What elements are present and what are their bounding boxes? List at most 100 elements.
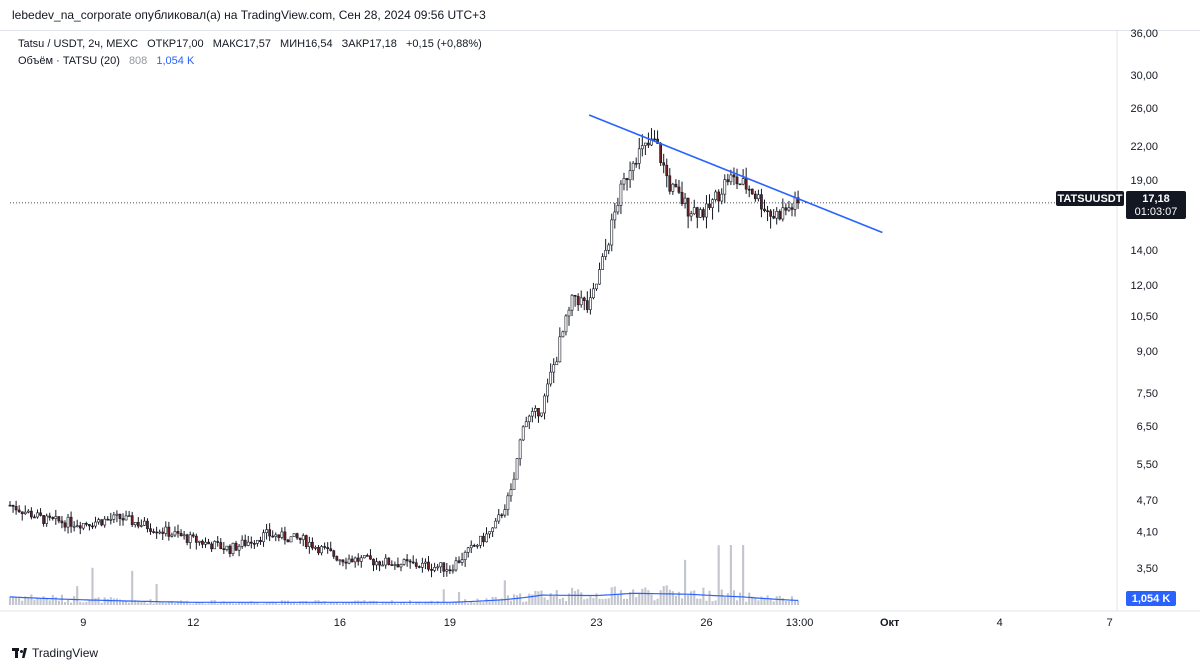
candle-body: [592, 288, 595, 299]
volume-bar: [433, 603, 436, 605]
tradingview-logo[interactable]: TradingView: [12, 646, 98, 660]
candle-body: [744, 178, 748, 190]
candle-body: [500, 514, 504, 517]
candle-body: [63, 522, 67, 528]
candle-body: [564, 315, 568, 333]
candle-body: [509, 489, 513, 497]
volume-bar: [381, 602, 384, 605]
volume-bar: [662, 586, 665, 605]
volume-bar: [131, 570, 134, 605]
candle-body: [375, 561, 378, 566]
candle-body: [323, 546, 326, 548]
volume-bar: [729, 545, 732, 605]
candle-body: [121, 518, 125, 521]
volume-bar: [112, 598, 115, 605]
volume-bar: [45, 598, 48, 605]
volume-bar: [775, 596, 778, 605]
candle-body: [158, 531, 162, 534]
candle-body: [738, 183, 742, 186]
volume-bar: [262, 603, 265, 605]
price-tick-label: 5,50: [1137, 459, 1158, 471]
volume-bar: [152, 603, 155, 605]
volume-bar: [134, 599, 137, 605]
candle-body: [139, 525, 143, 527]
candle-body: [543, 395, 546, 414]
time-tick-label: 23: [590, 617, 602, 629]
candle-body: [729, 174, 733, 183]
volume-bar: [207, 603, 210, 605]
volume-bar: [387, 602, 390, 605]
price-tick-label: 12,00: [1130, 280, 1158, 292]
volume-bar: [616, 593, 619, 605]
volume-bar: [430, 600, 433, 605]
time-axis[interactable]: 9 12 16 19 23 26 13:00 Окт 4 7: [80, 617, 1112, 629]
candle-body: [146, 520, 149, 529]
candle-body: [69, 516, 73, 527]
candle-body: [643, 142, 647, 146]
volume-bar: [30, 594, 33, 605]
change-value: +0,15 (+0,88%): [405, 38, 482, 50]
candle-body: [167, 526, 171, 537]
volume-bar: [204, 603, 207, 605]
volume-bar: [451, 601, 454, 605]
volume-bar: [726, 593, 729, 605]
price-axis[interactable]: 36,00 30,00 26,00 22,00 19,00 14,00 12,00 10,50…: [1130, 28, 1158, 606]
ohlc-legend[interactable]: Tatsu / USDT, 2ч, MEXC ОТКР17,00 МАКС17,…: [18, 38, 488, 50]
volume-bar: [732, 590, 736, 605]
candle-body: [396, 564, 400, 568]
candle-body: [51, 517, 55, 519]
candle-body: [683, 197, 687, 205]
candle-body: [26, 510, 30, 513]
volume-bar: [457, 592, 461, 605]
volume-bar: [36, 598, 39, 605]
volume-bar: [277, 603, 280, 605]
candle-body: [66, 516, 70, 528]
candle-body: [747, 188, 751, 191]
symbol-info[interactable]: Tatsu / USDT, 2ч, MEXC: [18, 38, 139, 50]
candle-body: [384, 557, 388, 566]
volume-bar: [797, 600, 800, 605]
trendline[interactable]: [588, 114, 883, 234]
volume-bar: [219, 602, 222, 605]
volume-bar: [494, 596, 497, 605]
header-divider: [0, 30, 1200, 31]
candle-body: [720, 193, 724, 202]
candle-body: [702, 209, 705, 218]
volume-bar: [558, 598, 561, 605]
volume-ma-line: [9, 592, 799, 603]
volume-bar: [121, 600, 125, 605]
candle-body: [249, 541, 253, 544]
volume-bar: [100, 602, 103, 605]
volume-bar: [641, 588, 644, 605]
volume-bar: [674, 595, 677, 605]
volume-value: 808: [128, 55, 148, 67]
candle-body: [665, 164, 669, 177]
candle-body: [253, 543, 256, 545]
volume-bar: [338, 603, 341, 605]
candle-body: [778, 211, 782, 220]
candle-body: [726, 179, 730, 183]
candle-body: [488, 531, 491, 535]
candle-body: [570, 294, 574, 311]
candle-body: [558, 336, 562, 363]
candle-body: [760, 194, 763, 210]
volume-bars: [8, 545, 800, 605]
volume-bar: [27, 597, 30, 605]
candle-body: [176, 531, 180, 534]
volume-bar: [787, 601, 791, 605]
time-tick-label: 19: [444, 617, 456, 629]
volume-bar: [625, 598, 629, 605]
candle-body: [225, 545, 229, 550]
volume-bar: [482, 602, 485, 605]
volume-legend[interactable]: Объём · TATSU (20) 808 1,054 K: [18, 55, 200, 67]
volume-bar: [176, 602, 180, 605]
candle-body: [94, 521, 97, 527]
candle-body: [390, 564, 394, 566]
candle-body: [8, 504, 12, 507]
candle-body: [784, 207, 788, 211]
volume-bar: [11, 597, 15, 605]
volume-bar: [341, 601, 345, 605]
candle-body: [307, 541, 311, 547]
candle-body: [378, 561, 381, 566]
